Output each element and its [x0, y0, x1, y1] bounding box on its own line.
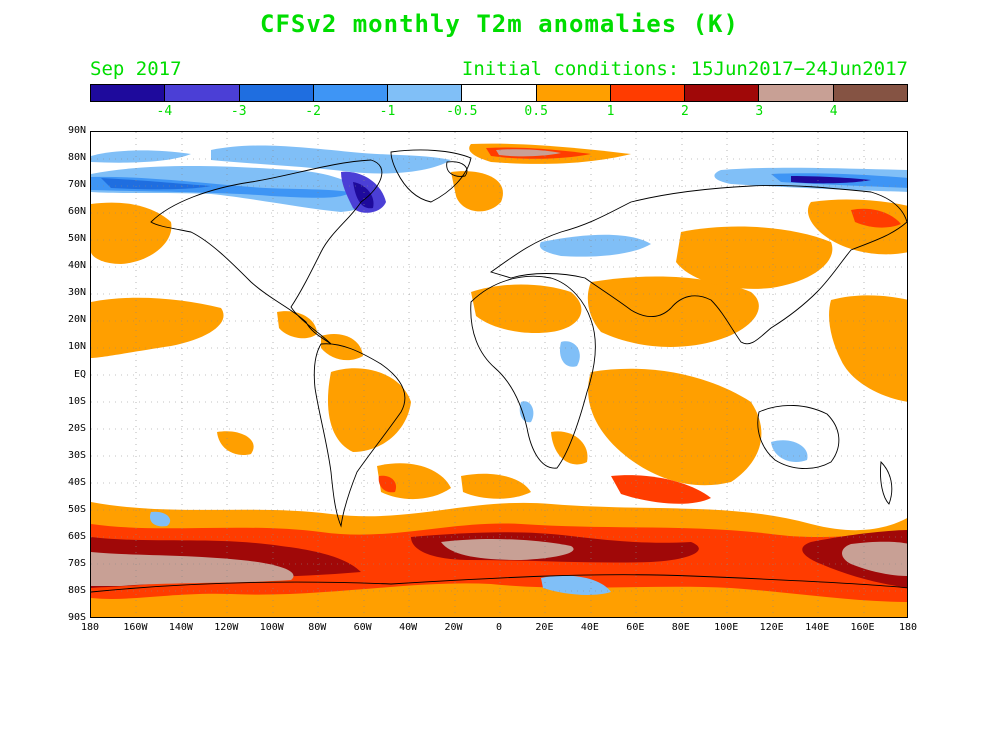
- latitude-label: 20N: [67, 314, 86, 326]
- latitude-label: 70S: [67, 557, 86, 569]
- colorbar-swatch: [388, 85, 463, 101]
- colorbar-swatch: [610, 85, 686, 101]
- longitude-label: 160W: [123, 622, 148, 633]
- colorbar-tick-label: -4: [156, 104, 173, 119]
- longitude-label: 40W: [399, 622, 418, 633]
- initial-conditions-label: Initial conditions: 15Jun2017−24Jun2017: [461, 58, 908, 80]
- latitude-label: 10S: [67, 395, 86, 407]
- colorbar-tick-label: -3: [230, 104, 247, 119]
- colorbar-swatch: [536, 85, 611, 101]
- latitude-label: 90N: [67, 125, 86, 136]
- colorbar-tick-label: 3: [755, 104, 764, 119]
- colorbar-tick-label: 4: [829, 104, 838, 119]
- longitude-label: 0: [495, 622, 503, 633]
- longitude-label: 180: [80, 622, 100, 633]
- latitude-label: 80N: [67, 152, 86, 164]
- longitude-label: 100E: [714, 622, 739, 633]
- longitude-label: 60E: [626, 622, 645, 633]
- longitude-label: 100W: [259, 622, 284, 633]
- colorbar-swatch: [833, 85, 907, 101]
- latitude-label: 30S: [67, 449, 86, 461]
- colorbar-tick-label: 2: [680, 104, 689, 119]
- latitude-label: 40N: [67, 260, 86, 272]
- latitude-label: 60S: [67, 530, 86, 542]
- grid-lines: [91, 132, 907, 617]
- colorbar-swatch: [462, 85, 537, 101]
- latitude-label: 20S: [67, 422, 86, 434]
- longitude-label: 160E: [850, 622, 875, 633]
- longitude-label: 140W: [168, 622, 193, 633]
- colorbar-tick-label: 1: [606, 104, 615, 119]
- colorbar-tick-label: -2: [305, 104, 321, 119]
- colorbar-swatch: [239, 85, 314, 101]
- latitude-label: 90S: [67, 612, 86, 623]
- longitude-label: 180: [898, 622, 918, 633]
- longitude-label: 120W: [214, 622, 239, 633]
- latitude-label: 30N: [67, 287, 86, 299]
- longitude-label: 140E: [805, 622, 830, 633]
- map-title: CFSv2 monthly T2m anomalies (K): [260, 10, 739, 38]
- longitude-label: 80E: [671, 622, 690, 633]
- coastlines: [91, 149, 907, 593]
- longitude-label: 80W: [308, 622, 327, 633]
- latitude-label: 80S: [67, 584, 86, 596]
- latitude-label: 60N: [67, 206, 86, 218]
- longitude-label: 40E: [580, 622, 599, 633]
- colorbar-tick-label: 0.5: [524, 104, 548, 119]
- anomaly-shading: [91, 143, 907, 617]
- longitude-label: 20W: [444, 622, 463, 633]
- colorbar-swatch: [165, 85, 240, 101]
- colorbar-swatch: [313, 85, 389, 101]
- latitude-label: 70N: [67, 179, 86, 191]
- longitude-label: 60W: [353, 622, 372, 633]
- latitude-label: 50N: [67, 233, 86, 245]
- anomaly-map: [91, 132, 907, 617]
- colorbar-tick-label: -1: [379, 104, 396, 119]
- latitude-label: EQ: [73, 368, 86, 380]
- latitude-label: 50S: [67, 503, 86, 515]
- colorbar: [90, 84, 908, 102]
- longitude-label: 120E: [759, 622, 784, 633]
- latitude-label: 40S: [67, 476, 86, 488]
- latitude-label: 10N: [67, 341, 86, 353]
- longitude-label: 20E: [535, 622, 554, 633]
- colorbar-swatch: [685, 85, 760, 101]
- colorbar-tick-label: -0.5: [446, 104, 478, 119]
- colorbar-swatch: [91, 85, 166, 101]
- valid-month-label: Sep 2017: [90, 58, 182, 80]
- colorbar-swatch: [759, 85, 834, 101]
- map-panel: [90, 131, 908, 618]
